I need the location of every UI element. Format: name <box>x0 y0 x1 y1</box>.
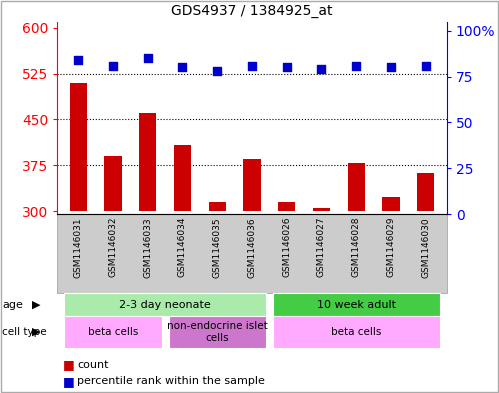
Bar <box>104 156 122 211</box>
Text: age: age <box>2 299 23 310</box>
Text: ■: ■ <box>62 375 74 388</box>
Text: ▶: ▶ <box>31 299 40 310</box>
Point <box>352 62 360 69</box>
Point <box>213 68 221 74</box>
Bar <box>313 208 330 211</box>
Title: GDS4937 / 1384925_at: GDS4937 / 1384925_at <box>171 4 333 18</box>
Text: cell type: cell type <box>2 327 47 337</box>
Bar <box>348 163 365 211</box>
Text: non-endocrine islet
cells: non-endocrine islet cells <box>167 321 267 343</box>
Text: percentile rank within the sample: percentile rank within the sample <box>77 376 265 386</box>
Point <box>74 57 82 63</box>
Point <box>109 62 117 69</box>
Point <box>387 64 395 71</box>
Bar <box>382 197 400 211</box>
Text: beta cells: beta cells <box>331 327 381 337</box>
Point <box>283 64 291 71</box>
Text: 2-3 day neonate: 2-3 day neonate <box>119 299 211 310</box>
Point <box>317 66 325 72</box>
Point <box>248 62 256 69</box>
Point <box>144 55 152 61</box>
Text: count: count <box>77 360 109 370</box>
Text: ▶: ▶ <box>31 327 40 337</box>
Text: ■: ■ <box>62 358 74 371</box>
Bar <box>139 113 156 211</box>
Bar <box>244 159 260 211</box>
Text: 10 week adult: 10 week adult <box>317 299 396 310</box>
Bar <box>69 83 87 211</box>
Point <box>422 62 430 69</box>
Bar <box>174 145 191 211</box>
Text: beta cells: beta cells <box>88 327 138 337</box>
Point <box>179 64 187 71</box>
Bar <box>417 173 435 211</box>
Bar <box>278 202 295 211</box>
Bar <box>209 202 226 211</box>
